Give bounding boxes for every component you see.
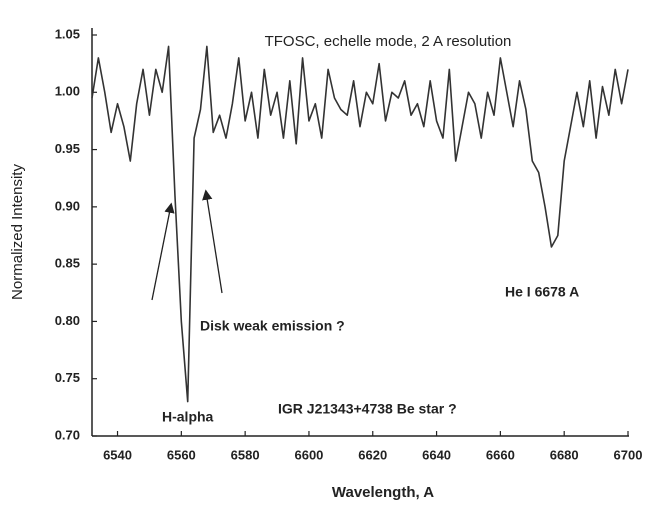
annotation: IGR J21343+4738 Be star ?: [278, 401, 457, 417]
arrow: [202, 189, 223, 294]
annotation: H-alpha: [162, 409, 214, 425]
x-tick-label: 6700: [614, 447, 643, 462]
x-tick-label: 6600: [294, 447, 323, 462]
y-tick-label: 0.90: [55, 198, 80, 213]
y-tick-label: 0.75: [55, 370, 80, 385]
y-tick-label: 1.05: [55, 26, 80, 41]
x-tick-label: 6680: [550, 447, 579, 462]
x-tick-label: 6540: [103, 447, 132, 462]
chart-title: TFOSC, echelle mode, 2 A resolution: [265, 33, 512, 50]
x-tick-label: 6560: [167, 447, 196, 462]
y-tick-label: 0.70: [55, 427, 80, 442]
y-tick-label: 0.80: [55, 313, 80, 328]
x-tick-label: 6620: [358, 447, 387, 462]
arrow: [151, 202, 175, 301]
y-tick-label: 1.00: [55, 84, 80, 99]
x-tick-label: 6660: [486, 447, 515, 462]
y-tick-label: 0.85: [55, 256, 80, 271]
y-tick-label: 0.95: [55, 141, 80, 156]
annotation: He I 6678 A: [505, 284, 579, 300]
x-axis-label: Wavelength, A: [332, 484, 434, 501]
spectrum-line: [91, 45, 629, 403]
x-tick-label: 6580: [231, 447, 260, 462]
annotation: Disk weak emission ?: [200, 318, 345, 334]
y-axis-label: Normalized Intensity: [9, 164, 26, 300]
x-tick-label: 6640: [422, 447, 451, 462]
